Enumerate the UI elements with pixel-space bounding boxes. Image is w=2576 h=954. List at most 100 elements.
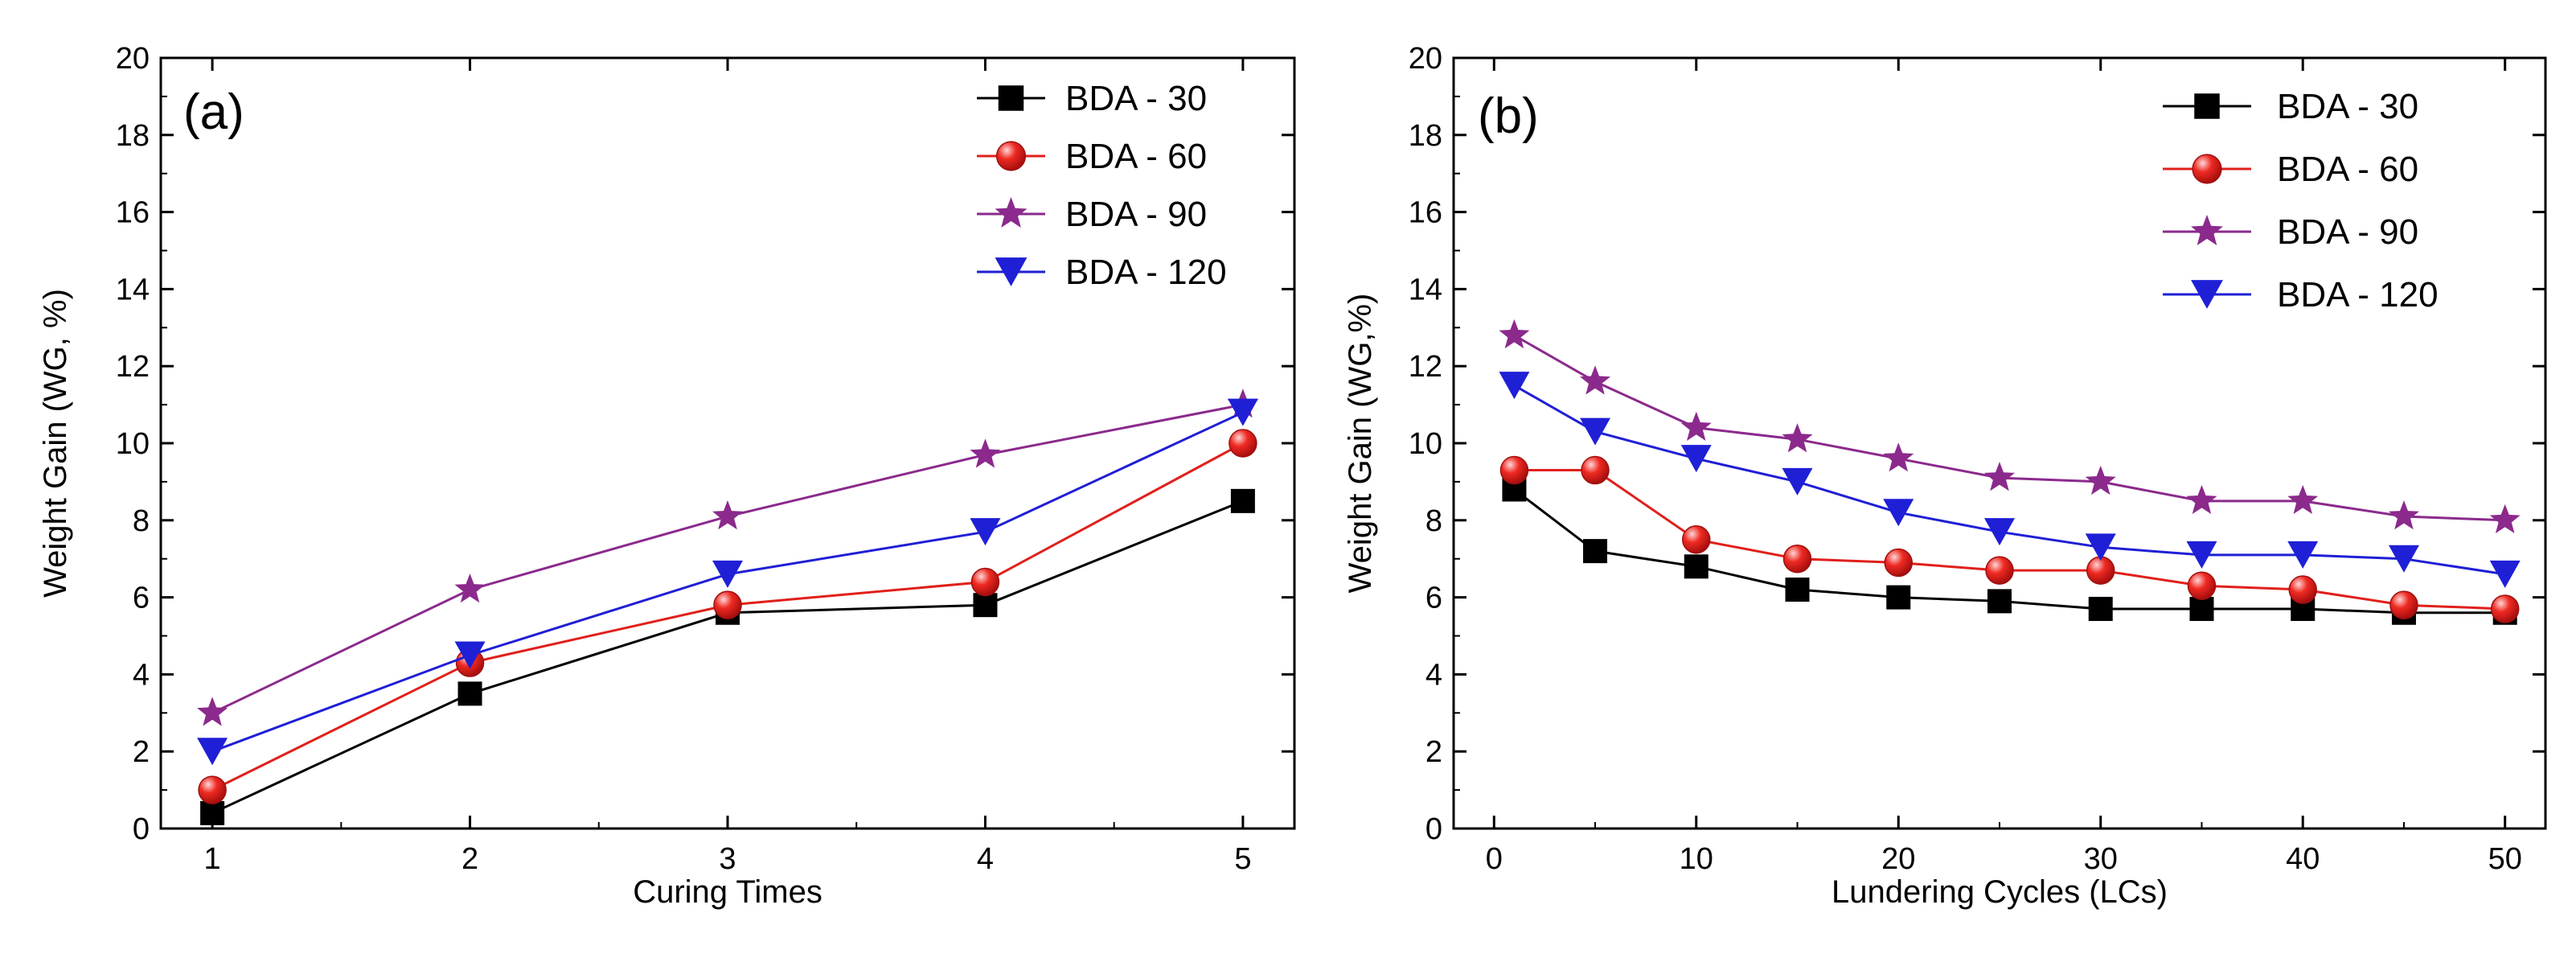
legend-item: BDA - 120 <box>2163 275 2439 315</box>
data-point <box>713 590 742 619</box>
data-point <box>1499 455 1529 485</box>
x-tick-label: 4 <box>977 842 994 876</box>
legend-item: BDA - 60 <box>977 137 1207 176</box>
data-point <box>2489 560 2521 588</box>
data-point <box>1884 548 1914 578</box>
data-point <box>197 738 228 766</box>
data-point <box>2186 541 2217 569</box>
data-point <box>197 697 228 726</box>
data-point <box>1680 445 1712 473</box>
series-line <box>1514 469 2505 611</box>
series-line <box>211 500 1244 815</box>
legend: BDA - 30 BDA - 60 BDA - 90 BDA - 120 <box>977 79 1227 292</box>
legend-label: BDA - 60 <box>2277 150 2418 189</box>
y-tick-label: 4 <box>1425 658 1442 692</box>
data-point <box>712 500 743 530</box>
x-axis-title: Curing Times <box>633 874 822 910</box>
legend-label: BDA - 30 <box>2277 87 2418 126</box>
x-tick-label: 0 <box>1486 842 1503 876</box>
data-point <box>2490 594 2520 623</box>
data-point <box>1883 442 1914 472</box>
legend-marker <box>2191 280 2223 309</box>
y-tick-label: 8 <box>133 504 150 538</box>
x-tick-label: 10 <box>1680 842 1713 876</box>
chart-panel-b: 0 2 4 6 8 10 12 14 16 18 20 0 10 20 30 40 50 Lundering Cy… <box>1343 42 2547 910</box>
data-point <box>1883 499 1914 527</box>
data-point <box>970 438 1001 468</box>
data-point <box>198 775 227 804</box>
x-tick-label: 3 <box>719 842 736 876</box>
data-point <box>1682 525 1711 554</box>
x-tick-label: 5 <box>1234 842 1251 876</box>
y-axis-title: Weight Gain (WG,%) <box>1343 294 1378 594</box>
data-point <box>1580 417 1611 446</box>
data-point <box>1782 544 1812 574</box>
y-tick-label: 6 <box>1425 582 1442 615</box>
legend-marker <box>995 141 1027 171</box>
x-tick-label: 50 <box>2488 842 2522 876</box>
data-point <box>2489 504 2521 533</box>
y-tick-label: 6 <box>133 582 150 615</box>
legend-item: BDA - 60 <box>2163 150 2418 189</box>
legend-label: BDA - 90 <box>2277 212 2418 252</box>
x-tick-label: 30 <box>2084 842 2118 876</box>
data-point <box>1581 455 1610 485</box>
legend-marker <box>2191 215 2223 245</box>
series-line <box>1513 334 2505 522</box>
y-tick-label: 16 <box>116 196 150 230</box>
data-point <box>970 518 1001 546</box>
data-point <box>1580 365 1611 395</box>
x-tick-label: 20 <box>1881 842 1915 876</box>
data-point <box>973 593 998 618</box>
y-tick-label: 12 <box>1409 350 1442 384</box>
legend-label: BDA - 30 <box>1065 79 1207 118</box>
legend-marker <box>995 197 1028 228</box>
legend: BDA - 30 BDA - 60 BDA - 90 BDA - 120 <box>2163 87 2439 315</box>
legend-marker <box>998 85 1024 111</box>
data-point <box>1782 423 1813 453</box>
data-point <box>1583 539 1608 564</box>
y-axis-title: Weight Gain (WG, %) <box>38 289 73 598</box>
data-point <box>1985 556 2014 585</box>
y-tick-label: 20 <box>116 42 150 76</box>
y-tick-label: 18 <box>116 119 150 153</box>
data-point <box>454 641 486 669</box>
data-point <box>2187 571 2217 600</box>
legend-marker <box>995 257 1028 286</box>
series-bda-60 <box>1499 455 2520 623</box>
series-line <box>211 403 1244 714</box>
y-tick-label: 10 <box>1409 427 1442 461</box>
data-point <box>2085 533 2116 561</box>
data-point <box>1785 578 1810 602</box>
y-tick-label: 16 <box>1409 196 1442 230</box>
y-tick-label: 18 <box>1409 119 1442 153</box>
data-point <box>2389 590 2418 619</box>
legend-marker <box>2192 154 2222 184</box>
data-point <box>2287 541 2319 569</box>
legend-item: BDA - 90 <box>2163 212 2418 252</box>
y-tick-label: 2 <box>1425 735 1442 769</box>
legend-label: BDA - 90 <box>1065 195 1207 234</box>
y-tick-label: 4 <box>133 658 150 692</box>
data-point <box>2088 596 2113 621</box>
data-point <box>1499 372 1530 400</box>
panel-label: (a) <box>183 84 244 140</box>
legend-label: BDA - 60 <box>1065 137 1207 176</box>
y-tick-label: 12 <box>116 350 150 384</box>
y-tick-label: 8 <box>1425 504 1442 538</box>
data-point <box>2388 500 2419 530</box>
legend-marker <box>2194 93 2220 119</box>
data-point <box>1987 589 2012 614</box>
data-point <box>2288 575 2317 604</box>
data-point <box>2085 465 2116 496</box>
data-point <box>1782 467 1813 496</box>
data-point <box>1684 554 1708 579</box>
x-tick-label: 40 <box>2286 842 2320 876</box>
data-point <box>1984 518 2015 546</box>
series-bda-120 <box>1499 372 2521 588</box>
y-tick-label: 0 <box>1425 812 1442 846</box>
data-point <box>457 681 482 706</box>
legend-label: BDA - 120 <box>1065 253 1227 292</box>
data-point <box>1886 585 1911 610</box>
